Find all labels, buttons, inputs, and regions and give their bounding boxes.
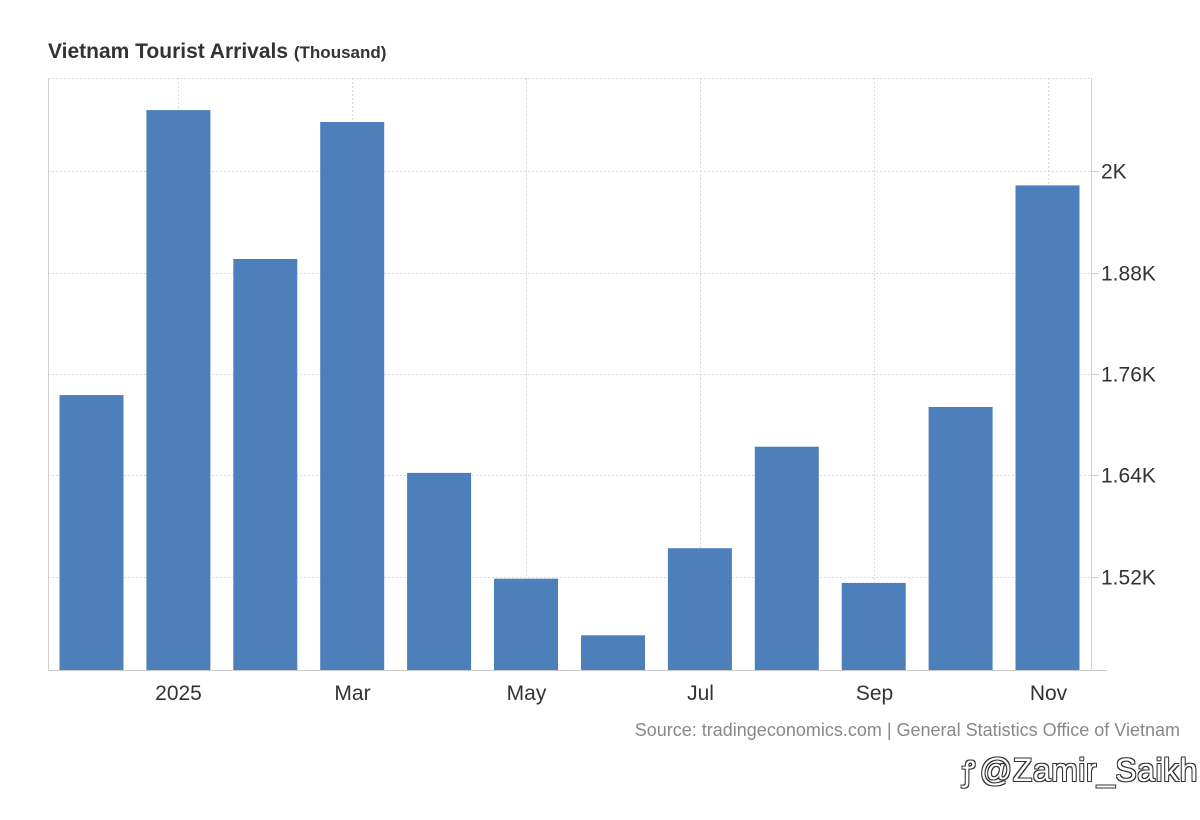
bar[interactable] [146, 110, 211, 671]
x-tick-label: Jul [687, 682, 714, 705]
x-tick-label: May [507, 682, 547, 705]
x-tick-label: Nov [1030, 682, 1068, 705]
tick-labels: 1.52K 1.64K 1.76K 1.88K 2K 2025 Mar May Jul Sep No… [155, 161, 1156, 706]
y-tick-label: 2K [1101, 161, 1127, 184]
bar[interactable] [667, 548, 732, 670]
watermark: ꝭ @Zamir_Saikh [962, 752, 1198, 790]
watermark-logo-icon: ꝭ [962, 756, 976, 787]
bar-series [59, 110, 1080, 671]
bar[interactable] [59, 395, 124, 670]
chart-title: Vietnam Tourist Arrivals (Thousand) [48, 40, 386, 64]
bar[interactable] [233, 259, 298, 670]
bar[interactable] [754, 446, 819, 670]
bar[interactable] [320, 122, 385, 670]
x-tick-label: 2025 [155, 682, 202, 705]
y-tick-label: 1.64K [1101, 465, 1156, 488]
bar[interactable] [1015, 185, 1080, 670]
y-tick-label: 1.76K [1101, 364, 1156, 387]
axes [48, 78, 1107, 671]
bar[interactable] [581, 635, 645, 670]
bar[interactable] [407, 472, 472, 670]
x-tick-label: Mar [334, 682, 370, 705]
x-tick-label: Sep [856, 682, 893, 705]
y-tick-label: 1.52K [1101, 567, 1156, 590]
bar[interactable] [494, 578, 558, 670]
bar[interactable] [841, 582, 906, 670]
bar[interactable] [928, 407, 993, 670]
watermark-text: @Zamir_Saikh [979, 752, 1198, 788]
chart-unit-label: (Thousand) [293, 43, 387, 62]
source-note: Source: tradingeconomics.com | General S… [634, 720, 1180, 740]
y-tick-label: 1.88K [1101, 263, 1156, 286]
chart-title-text: Vietnam Tourist Arrivals [48, 40, 289, 63]
